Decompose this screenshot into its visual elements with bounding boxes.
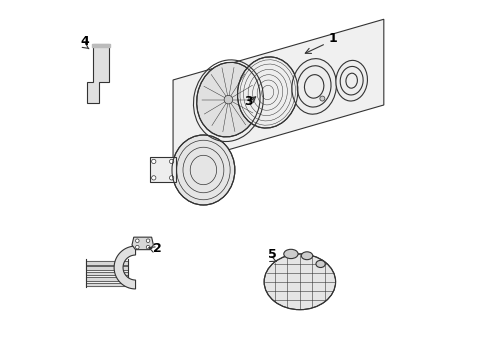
Text: 1: 1: [328, 32, 337, 45]
Polygon shape: [114, 246, 135, 289]
Ellipse shape: [172, 135, 234, 205]
Polygon shape: [132, 237, 153, 249]
Ellipse shape: [196, 62, 260, 137]
Ellipse shape: [335, 60, 366, 101]
Circle shape: [135, 246, 139, 249]
Text: 2: 2: [153, 242, 162, 255]
Ellipse shape: [237, 57, 297, 128]
Circle shape: [319, 96, 324, 101]
Circle shape: [135, 239, 139, 243]
Text: 3: 3: [244, 95, 253, 108]
Circle shape: [169, 176, 173, 180]
Text: 4: 4: [81, 35, 89, 48]
Circle shape: [146, 246, 149, 249]
Bar: [149, 157, 175, 182]
Polygon shape: [87, 44, 109, 103]
Polygon shape: [173, 19, 383, 166]
Circle shape: [151, 159, 156, 163]
Circle shape: [151, 176, 156, 180]
Text: 5: 5: [268, 248, 277, 261]
Circle shape: [224, 95, 232, 104]
Polygon shape: [172, 165, 175, 174]
Circle shape: [169, 159, 173, 163]
Ellipse shape: [283, 249, 298, 258]
Ellipse shape: [315, 260, 325, 267]
Ellipse shape: [291, 59, 336, 114]
Ellipse shape: [264, 254, 335, 310]
Ellipse shape: [301, 252, 312, 260]
Circle shape: [146, 239, 149, 243]
